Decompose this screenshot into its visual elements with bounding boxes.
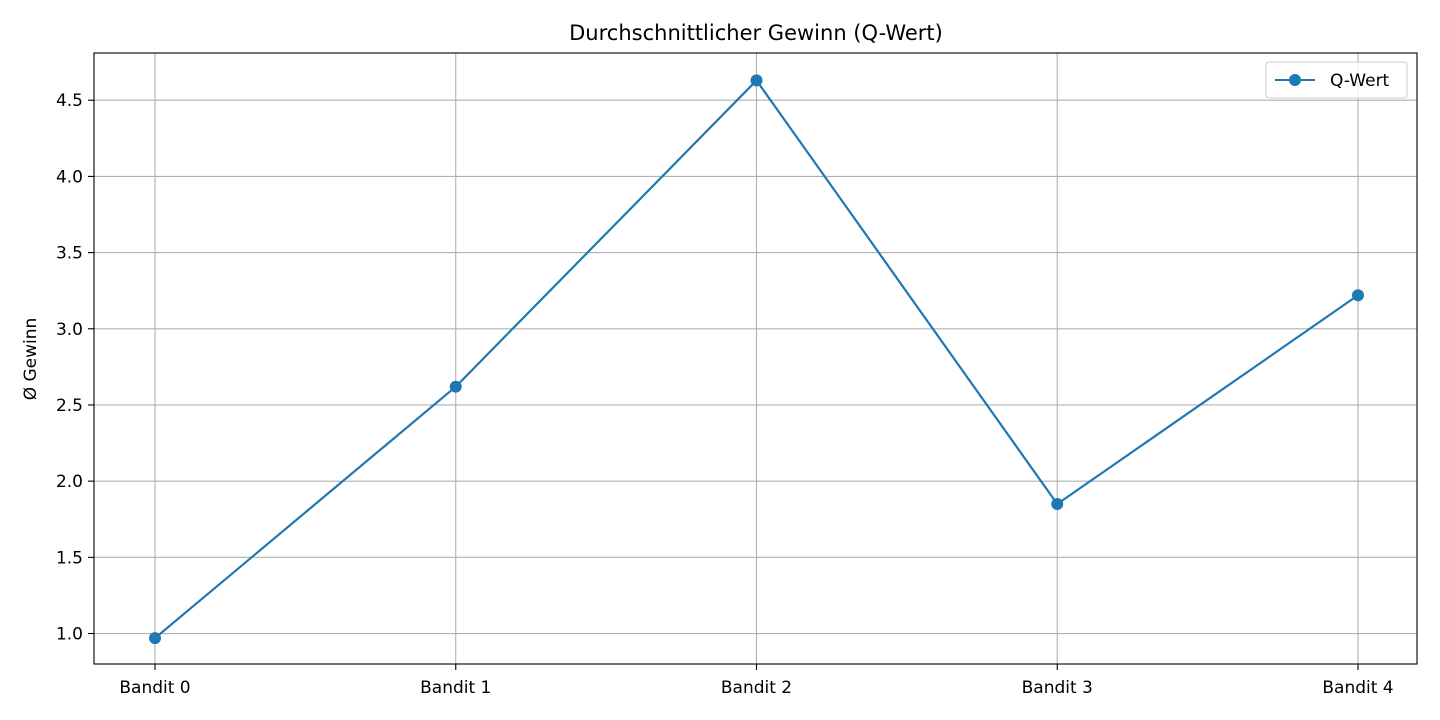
x-tick-label: Bandit 2 <box>721 678 792 698</box>
data-point <box>149 632 161 645</box>
legend: Q-Wert <box>1265 61 1408 99</box>
legend-box <box>1265 61 1408 99</box>
x-tick-label: Bandit 3 <box>1022 678 1093 698</box>
x-axis: Bandit 0 Bandit 1 Bandit 2 Bandit 3 Bandit 4 <box>119 664 1394 698</box>
y-axis-label: Ø Gewinn <box>21 318 41 401</box>
legend-marker-q-wert <box>1289 74 1301 86</box>
data-point <box>750 74 763 87</box>
x-tick-label: Bandit 1 <box>420 678 491 698</box>
plot-frame <box>93 52 1418 665</box>
y-tick-label: 1.5 <box>56 548 83 568</box>
x-tick-label: Bandit 4 <box>1322 678 1393 698</box>
y-tick-label: 3.5 <box>56 244 83 264</box>
y-tick-label: 2.5 <box>56 396 83 416</box>
data-point <box>1352 289 1364 302</box>
y-axis: 1.0 1.5 2.0 2.5 3.0 3.5 4.0 4.5 <box>56 91 94 645</box>
y-tick-label: 2.0 <box>56 472 83 492</box>
y-tick-label: 4.0 <box>56 167 83 187</box>
legend-label-q-wert: Q-Wert <box>1330 71 1390 91</box>
x-tick-label: Bandit 0 <box>119 678 190 698</box>
series-layer <box>149 74 1364 645</box>
data-point <box>449 380 462 393</box>
grid <box>94 53 1417 664</box>
chart-title: Durchschnittlicher Gewinn (Q-Wert) <box>569 21 943 45</box>
y-tick-label: 4.5 <box>56 91 83 111</box>
y-tick-label: 3.0 <box>56 320 83 340</box>
y-tick-label: 1.0 <box>56 625 83 645</box>
data-point <box>1051 498 1064 511</box>
